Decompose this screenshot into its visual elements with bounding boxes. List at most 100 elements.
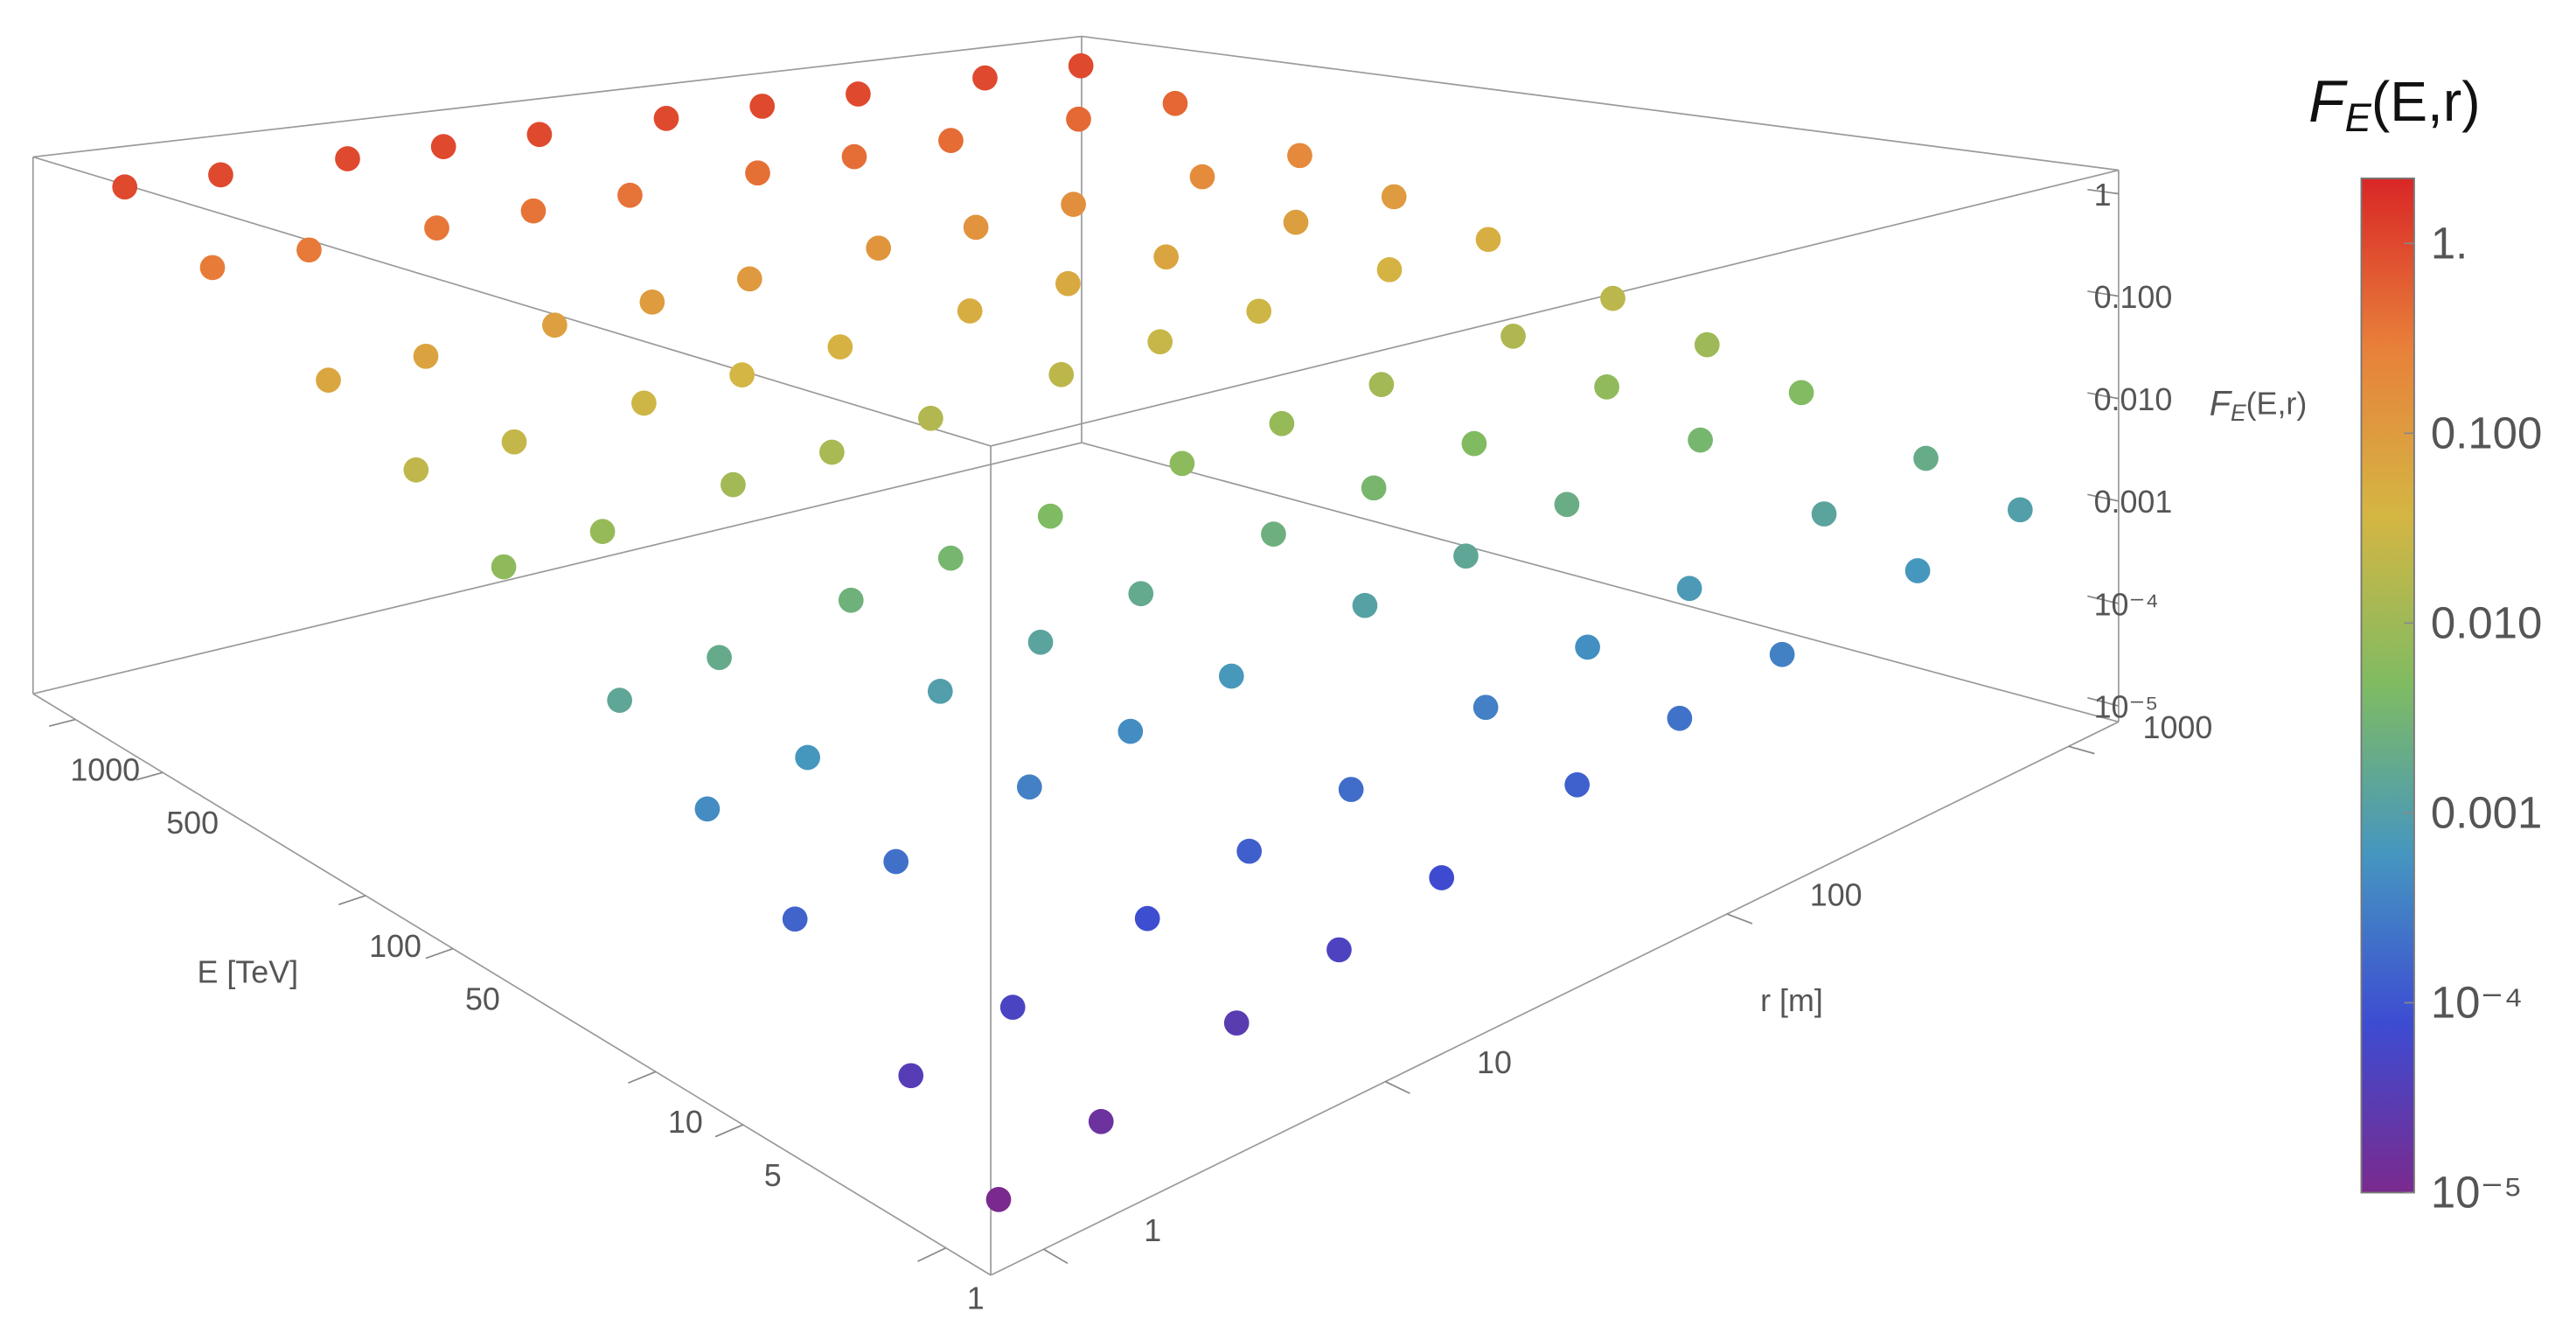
- box-edge: [32, 35, 1083, 158]
- data-point: [1913, 445, 1939, 471]
- data-point: [736, 266, 762, 292]
- colorbar-gradient: [2360, 178, 2415, 1194]
- y-tick-label: 1000: [2143, 710, 2213, 745]
- data-point: [335, 146, 360, 171]
- data-point: [1048, 361, 1075, 387]
- data-point: [1153, 244, 1180, 270]
- data-point: [999, 995, 1026, 1020]
- data-point: [1223, 1010, 1250, 1036]
- data-point: [938, 128, 964, 154]
- data-point: [1600, 285, 1626, 311]
- data-point: [1287, 143, 1312, 169]
- data-point: [883, 848, 909, 875]
- data-point: [927, 678, 953, 704]
- y-tick: [2068, 745, 2095, 755]
- data-point: [208, 162, 233, 188]
- colorbar-tick-label: 0.100: [2431, 408, 2543, 458]
- z-tick-label: 10⁻⁵: [2094, 689, 2159, 724]
- x-tick-label: 100: [369, 929, 421, 964]
- data-point: [1453, 543, 1479, 569]
- data-point: [963, 214, 989, 241]
- colorbar-tick-label: 1.: [2431, 219, 2468, 269]
- data-point: [1352, 592, 1378, 618]
- data-point: [1117, 718, 1144, 744]
- z-tick: [2087, 188, 2120, 195]
- data-point: [1269, 410, 1295, 436]
- data-point: [694, 796, 721, 822]
- y-tick-label: 100: [1810, 878, 1862, 913]
- z-label-args: (E,r): [2246, 387, 2308, 422]
- data-point: [501, 429, 527, 455]
- data-point: [1381, 184, 1407, 210]
- data-point: [607, 687, 632, 713]
- data-point: [2007, 497, 2033, 523]
- data-point: [1037, 503, 1063, 529]
- data-point: [841, 143, 867, 170]
- data-point: [1769, 641, 1795, 667]
- data-point: [957, 298, 983, 324]
- x-tick-label: 1: [967, 1281, 985, 1316]
- z-label-symbol: F: [2210, 385, 2233, 423]
- data-point: [653, 105, 679, 131]
- data-point: [1368, 372, 1395, 397]
- data-point: [866, 235, 892, 262]
- x-tick-label: 50: [465, 981, 500, 1016]
- colorbar-title-args: (E,r): [2371, 70, 2481, 133]
- axes: 1 5 10 50 100 500 1000 1 10 100 1000 1 0.100 0.010 0.0…: [48, 178, 2213, 1316]
- colorbar-title-symbol: F: [2308, 68, 2348, 135]
- box-edge: [990, 721, 2120, 1276]
- data-point: [707, 645, 732, 671]
- x-tick: [714, 1124, 744, 1138]
- data-point: [403, 457, 429, 483]
- z-tick-label: 1: [2094, 178, 2112, 213]
- data-point: [199, 255, 226, 281]
- data-point: [617, 182, 643, 208]
- x-tick-label: 10: [668, 1105, 703, 1140]
- data-point: [430, 134, 456, 159]
- data-point: [795, 744, 820, 771]
- data-point: [542, 312, 567, 338]
- data-point: [721, 471, 746, 498]
- data-point: [1694, 332, 1720, 358]
- z-label-subscript: E: [2231, 400, 2246, 426]
- data-point: [937, 545, 964, 571]
- z-tick-label: 0.001: [2094, 485, 2173, 520]
- colorbar-title: FE(E,r): [2308, 68, 2481, 140]
- data-point: [1904, 558, 1931, 583]
- box-edge: [32, 693, 992, 1276]
- y-axis-label: r [m]: [1760, 983, 1823, 1018]
- data-point: [1326, 937, 1352, 963]
- box-edge: [990, 169, 2120, 447]
- data-point: [1811, 501, 1837, 527]
- y-tick: [1043, 1248, 1069, 1265]
- data-point: [985, 1187, 1012, 1212]
- data-point: [112, 174, 138, 200]
- data-point: [520, 198, 547, 224]
- box-edge: [32, 156, 992, 447]
- x-tick-label: 1000: [70, 753, 140, 788]
- data-point: [745, 160, 770, 186]
- data-point: [1236, 838, 1263, 864]
- data-point: [1667, 705, 1693, 731]
- data-point: [898, 1063, 924, 1089]
- z-tick-label: 0.100: [2094, 280, 2173, 315]
- data-point: [1338, 777, 1364, 802]
- box-edge: [1081, 35, 2120, 171]
- data-point: [1016, 774, 1042, 800]
- colorbar-tick-label: 10⁻⁴: [2431, 978, 2524, 1028]
- x-tick: [338, 895, 366, 905]
- data-point: [1564, 771, 1591, 798]
- z-tick: [2087, 392, 2120, 400]
- z-axis-label: FE(E,r): [2210, 385, 2308, 426]
- data-point: [827, 334, 853, 360]
- data-point: [1461, 430, 1487, 457]
- data-point: [1027, 629, 1054, 655]
- data-point: [1134, 905, 1160, 932]
- data-point: [1261, 521, 1286, 547]
- z-tick-label: 0.010: [2094, 382, 2173, 417]
- colorbar-tick-label: 0.010: [2431, 598, 2543, 648]
- data-point: [639, 289, 665, 315]
- data-point: [1676, 576, 1702, 602]
- data-point: [1218, 663, 1244, 689]
- x-tick: [917, 1246, 947, 1262]
